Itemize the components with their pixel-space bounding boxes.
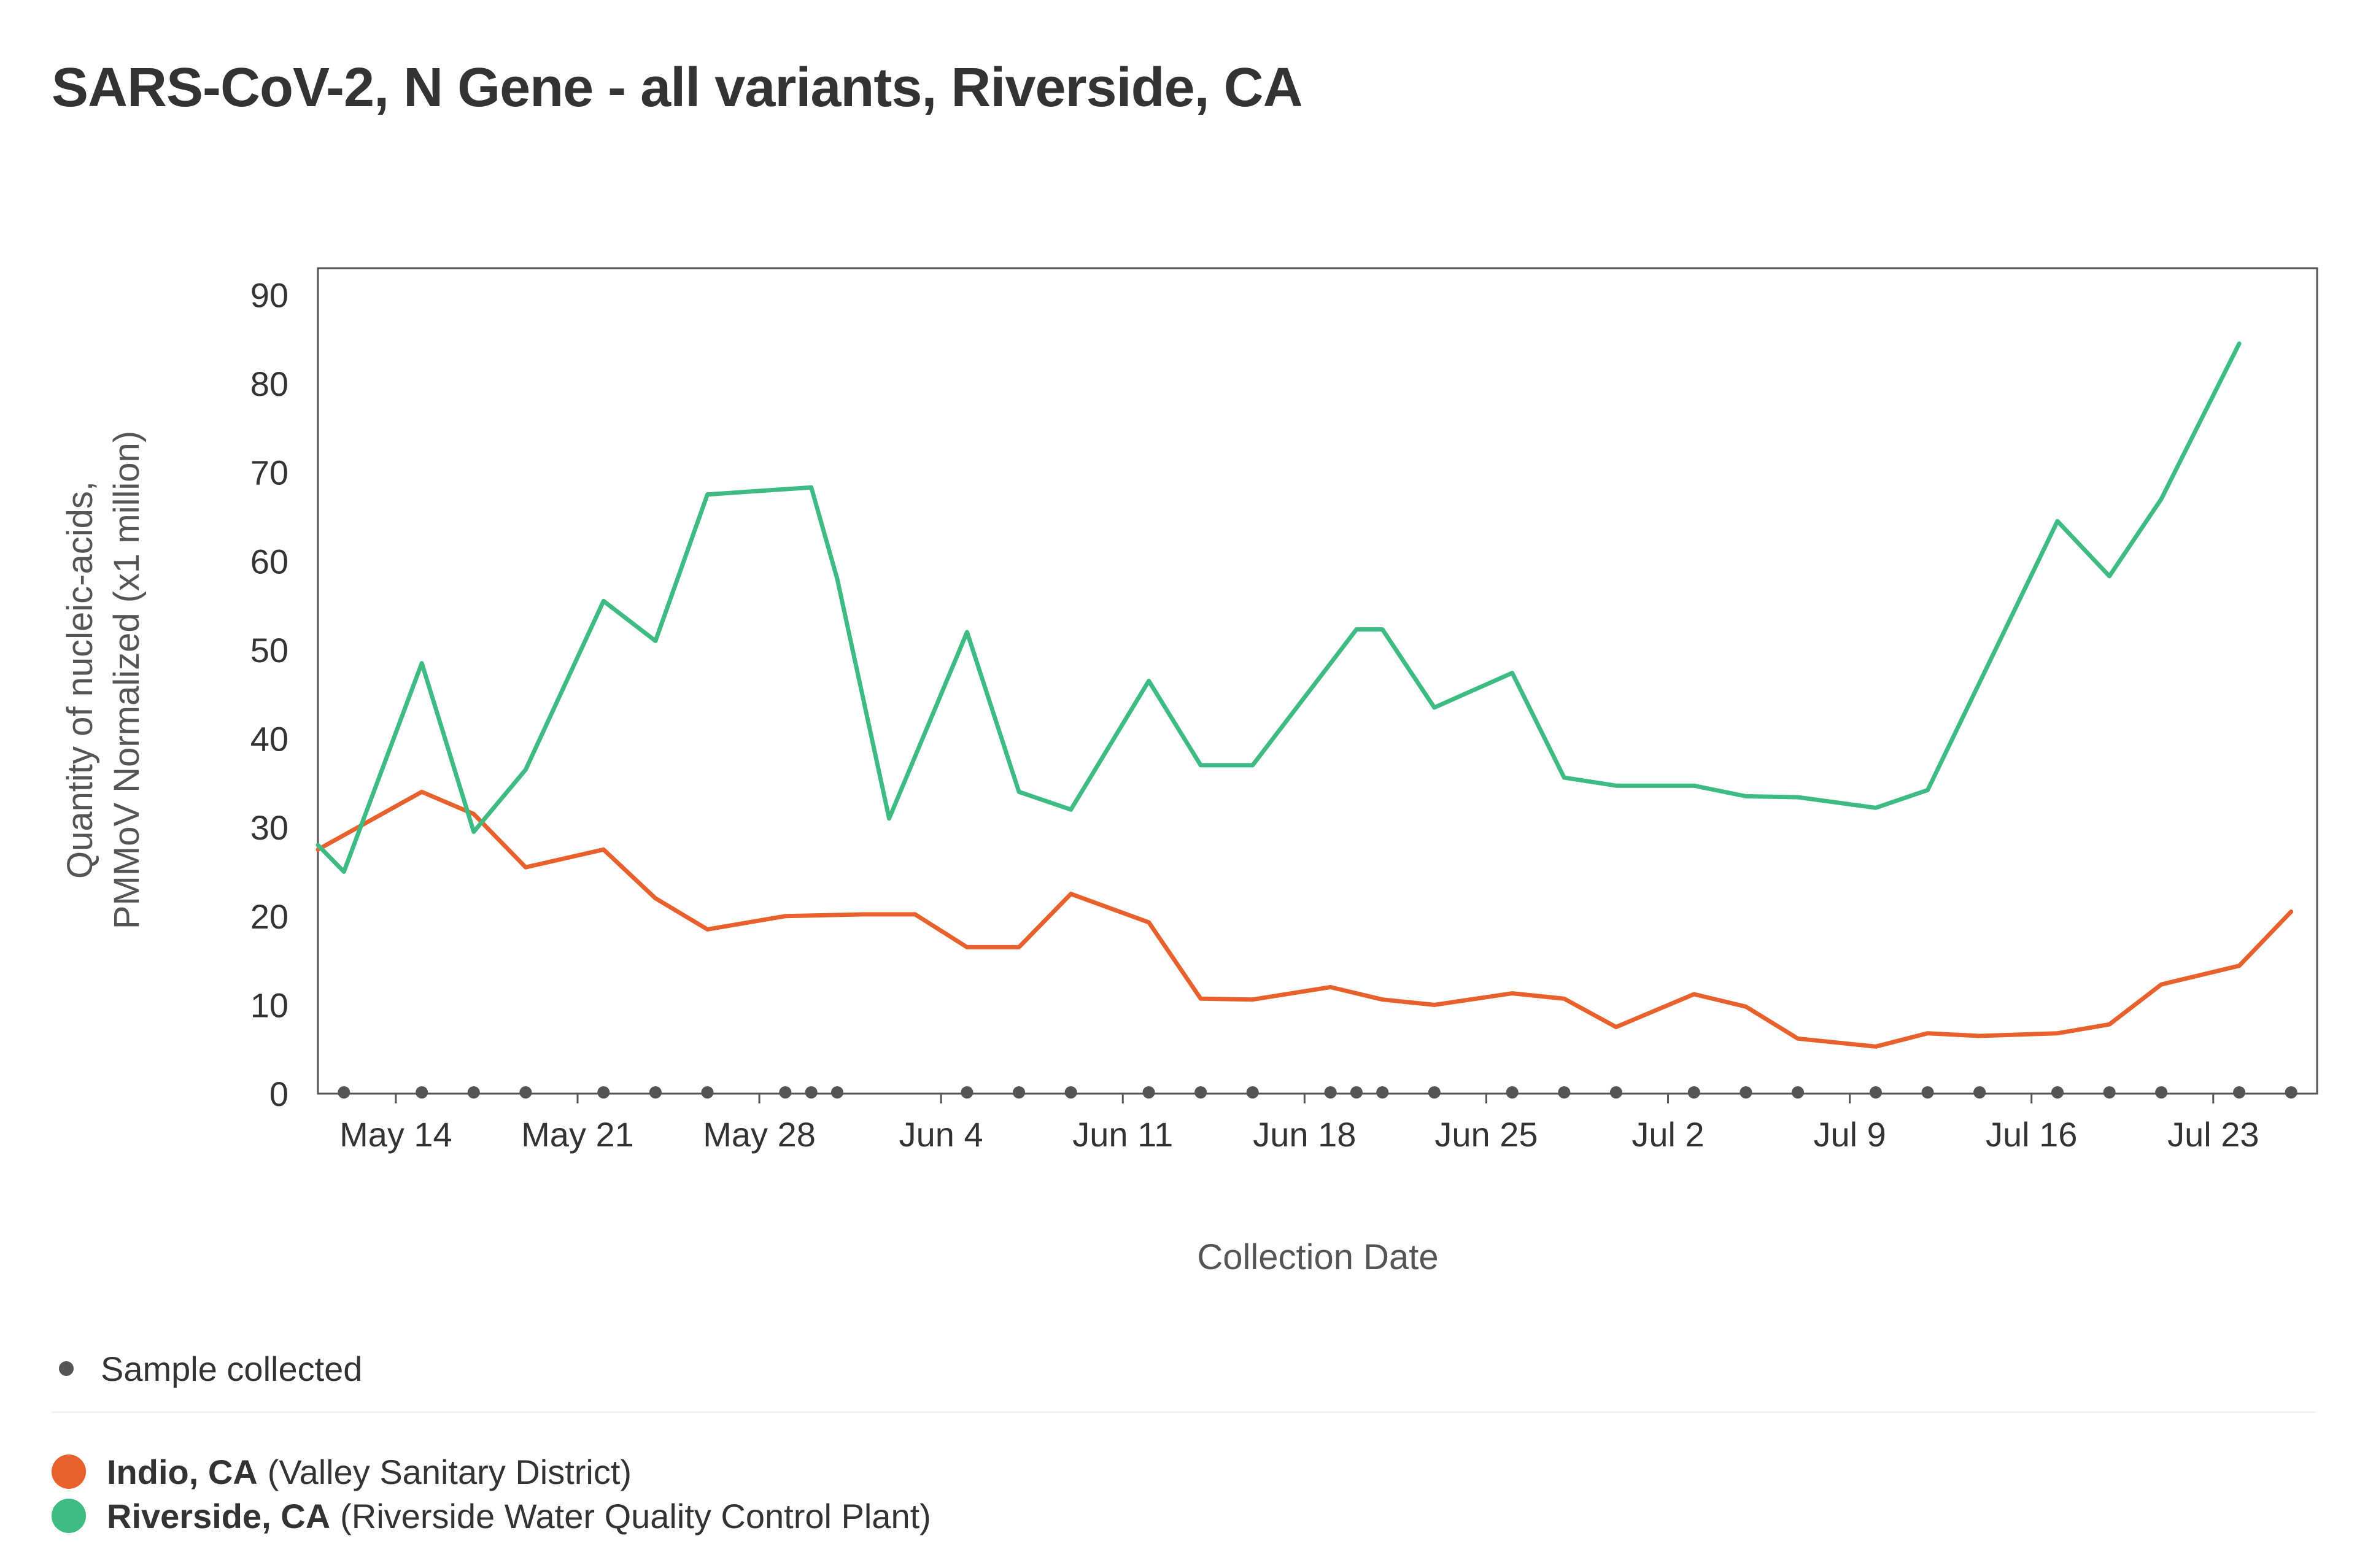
sample-marker: [1142, 1086, 1155, 1099]
sample-marker: [779, 1086, 792, 1099]
sample-marker: [701, 1086, 714, 1099]
sample-marker: [1921, 1086, 1934, 1099]
sample-marker: [1609, 1086, 1622, 1099]
sample-marker: [1973, 1086, 1986, 1099]
legend-series-detail: (Valley Sanitary District): [267, 1452, 632, 1491]
sample-markers: [338, 1086, 2297, 1099]
sample-marker: [1324, 1086, 1337, 1099]
sample-marker: [1350, 1086, 1363, 1099]
indio-color-dot-icon: [52, 1454, 86, 1489]
legend-sample-collected: Sample collected: [59, 1344, 362, 1393]
sample-marker: [830, 1086, 843, 1099]
y-tick-label: 80: [250, 365, 288, 403]
sample-marker: [1740, 1086, 1752, 1099]
x-tick-label: Jun 11: [1072, 1115, 1173, 1154]
sample-marker: [2103, 1086, 2116, 1099]
legend-sample-label: Sample collected: [101, 1349, 363, 1388]
y-tick-label: 20: [250, 897, 288, 936]
series-line-indio-ca: [315, 789, 2294, 1049]
legend-series-name: Riverside, CA: [107, 1496, 331, 1535]
sample-marker: [1194, 1086, 1207, 1099]
x-axis: May 14 May 21 May 28 Jun 4 Jun 11 Jun 18 Jun 2…: [339, 1094, 2259, 1154]
x-tick-label: Jun 18: [1253, 1115, 1356, 1154]
chart-title: SARS-CoV-2, N Gene - all variants, River…: [52, 57, 1303, 118]
legend-item-indio[interactable]: Indio, CA (Valley Sanitary District): [52, 1450, 632, 1494]
sample-marker: [1687, 1086, 1700, 1099]
y-tick-label: 30: [250, 808, 288, 847]
series-lines: [315, 341, 2294, 1049]
x-tick-label: May 21: [521, 1115, 634, 1154]
sample-marker: [805, 1086, 818, 1099]
x-tick-label: Jul 16: [1986, 1115, 2077, 1154]
sample-marker: [1376, 1086, 1389, 1099]
sample-marker: [649, 1086, 662, 1099]
x-tick-label: May 14: [339, 1115, 452, 1154]
y-tick-label: 70: [250, 454, 288, 492]
x-tick-label: Jun 4: [899, 1115, 983, 1154]
sample-marker: [1013, 1086, 1026, 1099]
plot-frame: [317, 267, 2318, 1095]
sample-dot-icon: [59, 1361, 74, 1376]
sample-marker: [2155, 1086, 2168, 1099]
sample-marker: [1506, 1086, 1519, 1099]
y-tick-label: 50: [250, 631, 288, 670]
x-tick-label: Jul 2: [1631, 1115, 1704, 1154]
legend-series-detail: (Riverside Water Quality Control Plant): [340, 1496, 931, 1535]
series-line-riverside-ca: [315, 341, 2242, 874]
y-axis: 0 10 20 30 40 50 60 70 80 90: [250, 276, 288, 1113]
y-axis-label-line: Quantity of nucleic-acids,: [60, 481, 100, 879]
legend-item-riverside[interactable]: Riverside, CA (Riverside Water Quality C…: [52, 1494, 931, 1538]
y-tick-label: 60: [250, 542, 288, 581]
sample-marker: [2051, 1086, 2064, 1099]
sample-marker: [1792, 1086, 1805, 1099]
x-axis-label: Collection Date: [1197, 1237, 1438, 1277]
y-axis-label-line: PMMoV Normalized (x1 million): [107, 431, 147, 929]
sample-marker: [338, 1086, 350, 1099]
x-tick-label: May 28: [703, 1115, 816, 1154]
y-tick-label: 40: [250, 720, 288, 759]
sample-marker: [519, 1086, 532, 1099]
sample-marker: [2285, 1086, 2297, 1099]
sample-marker: [1246, 1086, 1259, 1099]
sample-marker: [1558, 1086, 1571, 1099]
y-axis-label: Quantity of nucleic-acids, PMMoV Normaliz…: [60, 431, 147, 929]
y-axis-label-text: Quantity of nucleic-acids, PMMoV Normaliz…: [60, 431, 147, 929]
y-tick-label: 10: [250, 986, 288, 1024]
sample-marker: [416, 1086, 428, 1099]
riverside-color-dot-icon: [52, 1499, 86, 1533]
legend-series-name: Indio, CA: [107, 1452, 258, 1491]
x-tick-label: Jul 9: [1813, 1115, 1886, 1154]
y-tick-label: 0: [269, 1075, 288, 1113]
sample-marker: [597, 1086, 610, 1099]
sample-marker: [1869, 1086, 1882, 1099]
sample-marker: [2233, 1086, 2246, 1099]
sample-marker: [961, 1086, 973, 1099]
x-tick-label: Jun 25: [1434, 1115, 1538, 1154]
y-tick-label: 90: [250, 276, 288, 314]
sample-marker: [1428, 1086, 1441, 1099]
sample-marker: [1064, 1086, 1077, 1099]
sample-marker: [467, 1086, 480, 1099]
legend-divider: [52, 1412, 2316, 1413]
x-tick-label: Jul 23: [2167, 1115, 2259, 1154]
